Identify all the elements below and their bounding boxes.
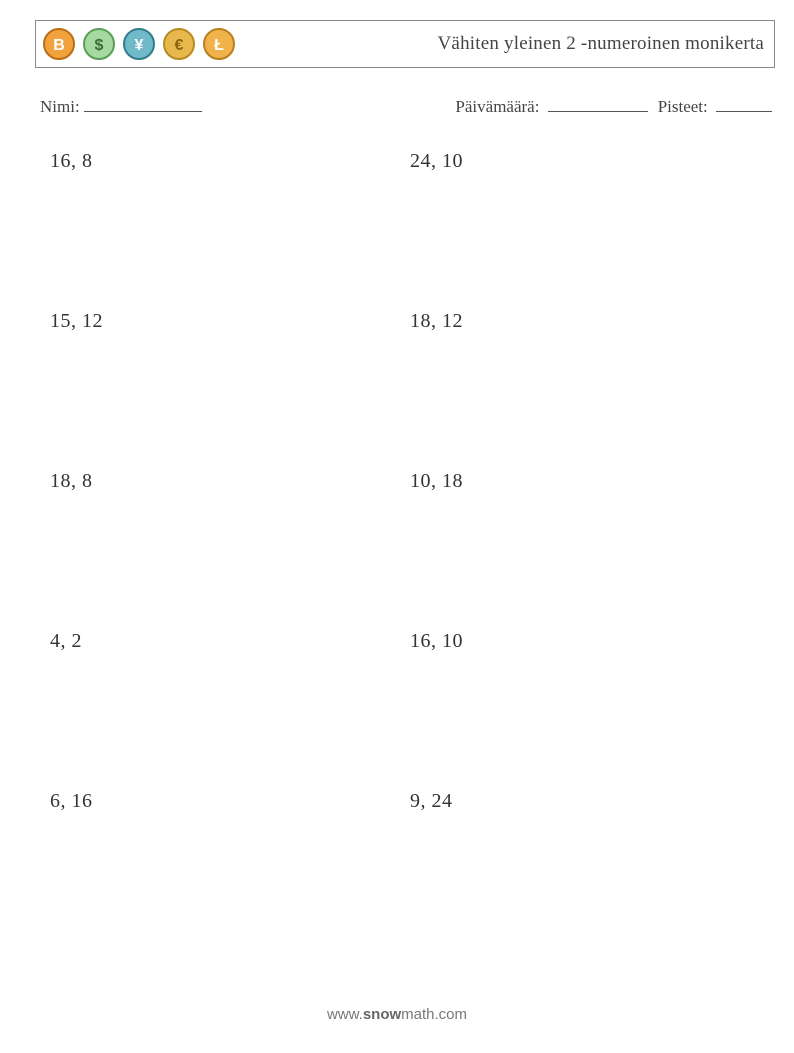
date-blank <box>548 94 648 112</box>
problem-cell: 18, 8 <box>50 470 410 630</box>
problem-cell: 10, 18 <box>410 470 770 630</box>
problem-cell: 24, 10 <box>410 150 770 310</box>
problems-grid: 16, 824, 1015, 1218, 1218, 810, 184, 216… <box>50 150 770 950</box>
problem-cell: 6, 16 <box>50 790 410 950</box>
score-label: Pisteet: <box>658 97 708 116</box>
problem-row: 15, 1218, 12 <box>50 310 770 470</box>
date-label: Päivämäärä: <box>455 97 539 116</box>
problem-row: 16, 824, 10 <box>50 150 770 310</box>
litecoin-icon: Ł <box>202 27 236 61</box>
problem-row: 18, 810, 18 <box>50 470 770 630</box>
svg-text:€: € <box>175 37 184 54</box>
problem-row: 4, 216, 10 <box>50 630 770 790</box>
svg-text:¥: ¥ <box>135 37 144 54</box>
problem-cell: 18, 12 <box>410 310 770 470</box>
date-score-group: Päivämäärä: Pisteet: <box>455 94 772 117</box>
worksheet-title: Vähiten yleinen 2 -numeroinen monikerta <box>438 33 764 55</box>
footer-suffix: math.com <box>401 1006 467 1023</box>
worksheet-page: B $ ¥ € Ł Vähiten yleinen 2 -numeroinen moni… <box>0 0 794 1053</box>
header-box: B $ ¥ € Ł Vähiten yleinen 2 -numeroinen moni… <box>35 20 775 68</box>
briefcase-icon: ¥ <box>122 27 156 61</box>
problem-cell: 9, 24 <box>410 790 770 950</box>
name-blank <box>84 94 202 112</box>
meta-row: Nimi: Päivämäärä: Pisteet: <box>40 94 772 117</box>
date-field: Päivämäärä: <box>455 94 647 117</box>
cash-icon: $ <box>82 27 116 61</box>
score-field: Pisteet: <box>658 94 772 117</box>
footer: www.snowmath.com <box>0 1006 794 1023</box>
problem-cell: 15, 12 <box>50 310 410 470</box>
svg-text:Ł: Ł <box>214 37 224 54</box>
footer-prefix: www. <box>327 1006 363 1023</box>
problem-row: 6, 169, 24 <box>50 790 770 950</box>
score-blank <box>716 94 772 112</box>
name-field: Nimi: <box>40 94 202 117</box>
svg-text:$: $ <box>95 37 104 54</box>
footer-bold: snow <box>363 1006 401 1023</box>
problem-cell: 4, 2 <box>50 630 410 790</box>
svg-text:B: B <box>53 37 65 54</box>
bitcoin-icon: B <box>42 27 76 61</box>
problem-cell: 16, 8 <box>50 150 410 310</box>
problem-cell: 16, 10 <box>410 630 770 790</box>
coins-icon: € <box>162 27 196 61</box>
name-label: Nimi: <box>40 97 80 117</box>
header-icons: B $ ¥ € Ł <box>42 27 236 61</box>
